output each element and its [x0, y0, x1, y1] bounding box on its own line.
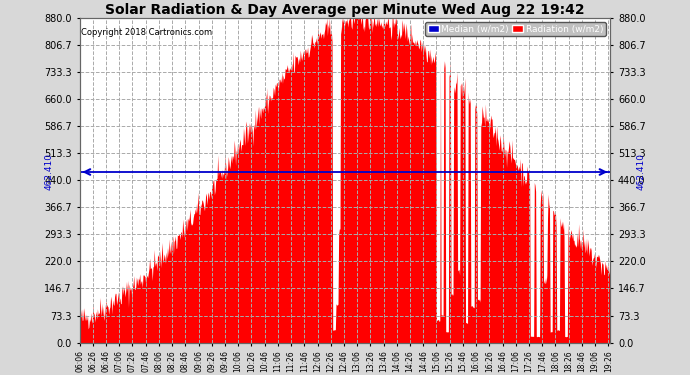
- Text: Copyright 2018 Cartronics.com: Copyright 2018 Cartronics.com: [81, 28, 212, 37]
- Text: 462.410: 462.410: [45, 153, 54, 190]
- Title: Solar Radiation & Day Average per Minute Wed Aug 22 19:42: Solar Radiation & Day Average per Minute…: [105, 3, 584, 17]
- Legend: Median (w/m2), Radiation (w/m2): Median (w/m2), Radiation (w/m2): [426, 22, 606, 36]
- Text: 462.410: 462.410: [637, 153, 646, 190]
